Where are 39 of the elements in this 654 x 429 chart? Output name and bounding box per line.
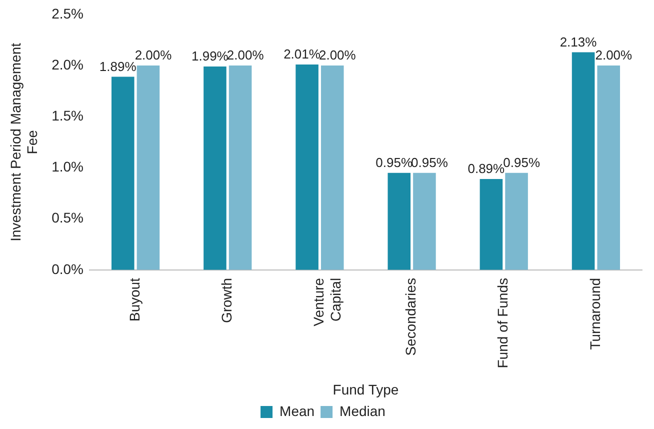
bar (296, 64, 318, 270)
bar (111, 76, 134, 270)
x-tick-label: Fund of Funds (494, 278, 511, 368)
x-tick-label: Secondaries (402, 278, 419, 356)
bar (597, 66, 620, 270)
data-label: 2.00% (134, 48, 172, 63)
bar (228, 66, 252, 270)
bar (204, 66, 226, 270)
data-label: 2.00% (595, 48, 633, 63)
data-label: 2.00% (318, 48, 356, 63)
legend-label: Median (340, 402, 386, 419)
bar (388, 172, 411, 270)
data-label: 1.89% (99, 58, 137, 74)
y-tick-label: 2.0% (52, 56, 84, 72)
x-tick-label: Venture Capital (310, 278, 344, 326)
legend-label: Mean (280, 402, 315, 419)
y-tick-label: 1.0% (52, 158, 84, 175)
x-axis-title: Fund Type (332, 381, 399, 398)
bar (136, 66, 160, 270)
y-tick-label: 1.5% (52, 107, 84, 124)
data-label: 0.95% (376, 154, 413, 170)
data-label: 0.95% (411, 154, 448, 170)
data-label: 2.00% (226, 48, 264, 63)
bar (480, 178, 503, 270)
y-axis-title: Investment Period Management Fee (7, 42, 40, 242)
bar (572, 52, 595, 270)
x-tick-label: Buyout (126, 278, 142, 322)
bar (320, 66, 344, 270)
bar (413, 172, 436, 270)
x-tick-label: Growth (218, 278, 234, 324)
y-tick-label: 0.5% (52, 210, 84, 226)
y-tick-label: 2.5% (52, 5, 84, 22)
data-label: 2.01% (284, 46, 321, 62)
y-tick-label: 0.0% (52, 260, 84, 277)
x-tick-label: Turnaround (586, 278, 603, 350)
bar (505, 172, 528, 270)
data-label: 2.13% (560, 34, 598, 50)
data-label: 1.99% (191, 48, 229, 64)
data-label: 0.95% (503, 154, 540, 170)
